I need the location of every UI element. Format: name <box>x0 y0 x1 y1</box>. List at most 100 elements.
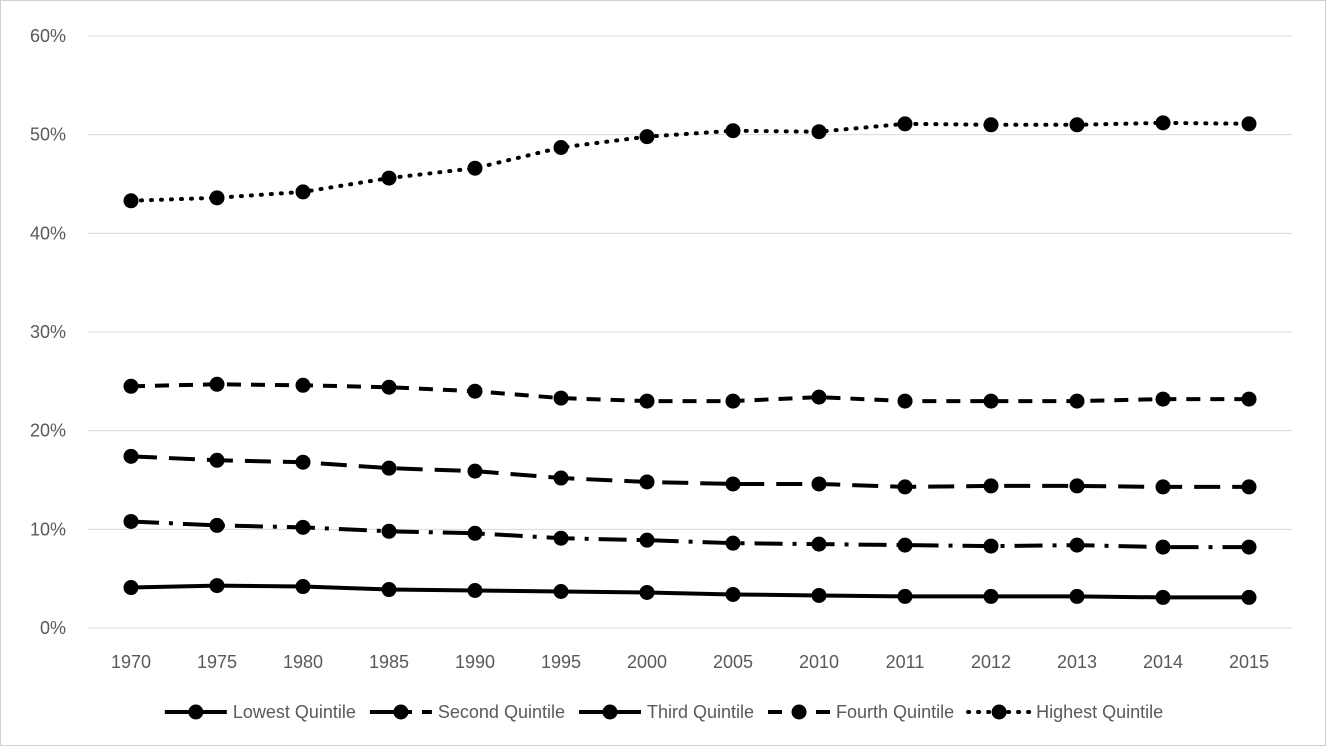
legend-marker <box>188 704 204 720</box>
data-point <box>467 583 483 599</box>
legend-label: Third Quintile <box>647 702 754 722</box>
data-point <box>1069 393 1085 409</box>
legend-item: Lowest Quintile <box>164 702 356 722</box>
x-tick-label: 2014 <box>1143 652 1183 672</box>
data-point <box>123 448 139 464</box>
data-point <box>1241 116 1257 132</box>
series-line <box>130 583 1249 600</box>
y-tick-label: 40% <box>30 223 66 243</box>
series-highest-quintile <box>123 115 1257 209</box>
legend-marker <box>602 704 618 720</box>
data-point <box>123 580 139 596</box>
data-point <box>725 123 741 139</box>
legend-item: Third Quintile <box>578 702 754 722</box>
series-group <box>123 115 1257 605</box>
data-point <box>123 193 139 209</box>
gridlines <box>88 35 1292 629</box>
data-point <box>897 479 913 495</box>
data-point <box>295 579 311 595</box>
data-point <box>295 377 311 393</box>
x-tick-label: 1995 <box>541 652 581 672</box>
data-point <box>1155 391 1171 407</box>
x-tick-label: 2010 <box>799 652 839 672</box>
data-point <box>209 190 225 206</box>
series-line <box>130 382 1249 404</box>
legend-label: Lowest Quintile <box>233 702 356 722</box>
data-point <box>811 536 827 552</box>
legend: Lowest Quintile Second Quintile Third Quin… <box>164 702 1163 722</box>
legend-label: Fourth Quintile <box>836 702 954 722</box>
data-point <box>1155 115 1171 131</box>
data-point <box>1241 391 1257 407</box>
data-point <box>123 513 139 529</box>
data-point <box>1241 479 1257 495</box>
series-second-quintile <box>123 513 1257 555</box>
y-tick-label: 0% <box>40 618 66 638</box>
data-point <box>639 393 655 409</box>
series-lowest-quintile <box>123 578 1257 605</box>
data-point <box>811 476 827 492</box>
data-point <box>639 474 655 490</box>
x-tick-label: 2013 <box>1057 652 1097 672</box>
data-point <box>983 538 999 554</box>
legend-label: Highest Quintile <box>1036 702 1163 722</box>
data-point <box>553 139 569 155</box>
data-point <box>897 537 913 553</box>
data-point <box>811 124 827 140</box>
data-point <box>295 454 311 470</box>
x-tick-label: 1970 <box>111 652 151 672</box>
legend-marker <box>791 704 807 720</box>
data-point <box>1069 117 1085 133</box>
data-point <box>1069 537 1085 553</box>
x-tick-label: 2012 <box>971 652 1011 672</box>
data-point <box>1155 479 1171 495</box>
data-point <box>467 383 483 399</box>
data-point <box>381 460 397 476</box>
data-point <box>381 582 397 598</box>
data-point <box>725 476 741 492</box>
data-point <box>123 378 139 394</box>
data-point <box>983 393 999 409</box>
data-point <box>1155 589 1171 605</box>
legend-item: Highest Quintile <box>966 702 1163 722</box>
data-point <box>381 170 397 186</box>
data-point <box>725 393 741 409</box>
data-point <box>209 578 225 594</box>
x-tick-label: 2000 <box>627 652 667 672</box>
data-point <box>553 470 569 486</box>
data-point <box>1069 588 1085 604</box>
data-point <box>209 376 225 392</box>
data-point <box>639 129 655 145</box>
data-point <box>983 117 999 133</box>
x-tick-label: 2011 <box>886 652 925 672</box>
data-point <box>639 532 655 548</box>
data-point <box>983 478 999 494</box>
legend-marker <box>393 704 409 720</box>
data-point <box>639 584 655 600</box>
x-tick-label: 2005 <box>713 652 753 672</box>
x-tick-label: 1985 <box>369 652 409 672</box>
legend-marker <box>991 704 1007 720</box>
data-point <box>1241 539 1257 555</box>
data-point <box>209 452 225 468</box>
x-axis-ticks: 1970 1975 1980 1985 1990 1995 2000 2005 2010 2011… <box>111 652 1269 672</box>
data-point <box>467 160 483 176</box>
x-tick-label: 1975 <box>197 652 237 672</box>
legend-item: Second Quintile <box>369 702 565 722</box>
x-tick-label: 1990 <box>455 652 495 672</box>
series-line <box>130 519 1249 550</box>
data-point <box>553 390 569 406</box>
legend-item: Fourth Quintile <box>768 702 954 722</box>
data-point <box>295 184 311 200</box>
data-point <box>295 519 311 535</box>
data-point <box>897 393 913 409</box>
series-line <box>130 454 1249 489</box>
data-point <box>467 463 483 479</box>
data-point <box>1155 539 1171 555</box>
legend-label: Second Quintile <box>438 702 565 722</box>
data-point <box>553 583 569 599</box>
y-tick-label: 50% <box>30 125 66 145</box>
y-tick-label: 20% <box>30 421 66 441</box>
data-point <box>725 535 741 551</box>
